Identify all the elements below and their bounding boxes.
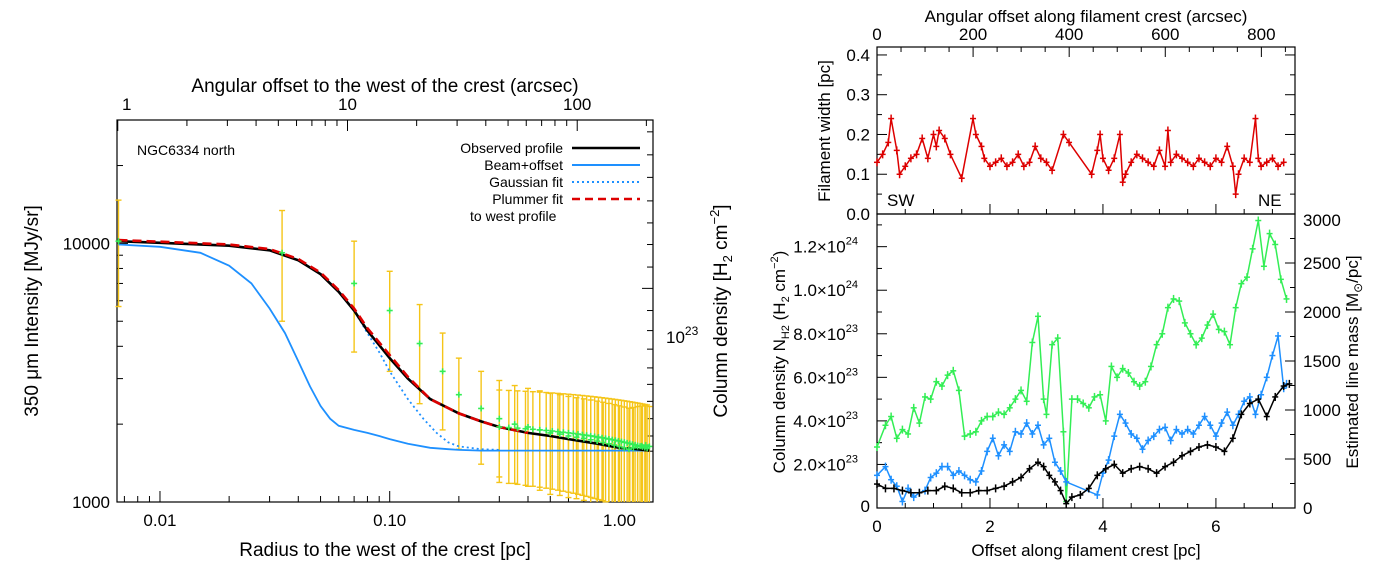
density-x-axis-label: Offset along filament crest [pc] xyxy=(971,541,1200,560)
density-panel: 2.0×1023 4.0×1023 6.0×1023 8.0×1023 1.0×1024… xyxy=(769,211,1365,560)
width-top-tick-label: 400 xyxy=(1055,25,1083,44)
width-axis-ticks: 0.0 0.1 0.2 0.3 0.40 200 400 600 800 xyxy=(846,25,1295,224)
left-top-tick-label: 10 xyxy=(338,95,357,114)
left-error-bars xyxy=(115,199,653,503)
left-y-tick-label: 1000 xyxy=(72,493,110,512)
legend-label-beam: Beam+offset xyxy=(484,157,563,173)
legend-label-west: to west profile xyxy=(470,208,557,224)
left-plot-frame xyxy=(116,119,654,503)
width-y-tick-label: 0.1 xyxy=(846,165,870,184)
legend-label-plummer: Plummer fit xyxy=(492,191,563,207)
density-y2-tick-label: 1000 xyxy=(1303,401,1341,420)
label-sw: SW xyxy=(887,191,914,210)
density-axis-ticks: 2.0×1023 4.0×1023 6.0×1023 8.0×1023 1.0×1024… xyxy=(793,211,1341,536)
density-y-tick-label: 1.2×1024 xyxy=(793,236,858,257)
density-line xyxy=(876,383,1290,505)
left-x-tick-label: 1.00 xyxy=(603,511,636,530)
left-y2-axis-label: Column density [H2 cm−2] xyxy=(707,204,735,417)
density-y2-tick-label: 1500 xyxy=(1303,352,1341,371)
density-x-tick-label: 0 xyxy=(872,517,881,536)
width-top-tick-label: 0 xyxy=(872,25,881,44)
density-x-tick-label: 2 xyxy=(985,517,994,536)
series-line xyxy=(118,243,650,452)
density-y2-tick-label: 500 xyxy=(1303,450,1331,469)
left-x-tick-label: 0.01 xyxy=(143,511,176,530)
density-y-tick-label: 4.0×1023 xyxy=(793,410,858,431)
legend-label-observed: Observed profile xyxy=(460,140,563,156)
left-x-tick-label: 0.10 xyxy=(373,511,406,530)
density-y-tick-label: 1.0×1024 xyxy=(793,279,858,300)
legend: Observed profile Beam+offset Gaussian fi… xyxy=(460,140,640,224)
density-x-tick-label: 6 xyxy=(1211,517,1220,536)
density-y-tick-label: 0 xyxy=(861,497,870,516)
left-y-tick-label: 10000 xyxy=(63,234,110,253)
density-y2-tick-label: 3000 xyxy=(1303,211,1341,230)
width-y-tick-label: 0.0 xyxy=(846,205,870,224)
density-y-axis-label: Column density NH2 (H2 cm−2) xyxy=(769,251,792,474)
left-series xyxy=(118,238,650,452)
left-y-axis-label: 350 μm Intensity [MJy/sr] xyxy=(22,205,43,417)
density-y-tick-label: 6.0×1023 xyxy=(793,366,858,387)
density-y2-axis-label: Estimated line mass [M⊙/pc] xyxy=(1343,255,1365,468)
density-y2-tick-label: 2000 xyxy=(1303,303,1341,322)
width-series xyxy=(874,114,1287,199)
width-top-tick-label: 800 xyxy=(1247,25,1275,44)
density-y-tick-label: 2.0×1023 xyxy=(793,453,858,474)
width-panel: 0.0 0.1 0.2 0.3 0.40 200 400 600 800 Filament wi… xyxy=(815,7,1296,224)
series-line xyxy=(118,239,650,452)
width-top-tick-label: 600 xyxy=(1151,25,1179,44)
left-top-axis-label: Angular offset to the west of the crest … xyxy=(191,76,578,97)
width-y-tick-label: 0.2 xyxy=(846,125,870,144)
density-y-tick-label: 8.0×1023 xyxy=(793,323,858,344)
width-y-axis-label: Filament width [pc] xyxy=(815,60,834,202)
left-markers xyxy=(115,238,653,453)
density-y2-tick-label: 0 xyxy=(1303,499,1312,518)
left-annotation: NGC6334 north xyxy=(137,142,235,158)
left-x-axis-label: Radius to the west of the crest [pc] xyxy=(239,540,530,561)
density-series xyxy=(874,216,1293,508)
density-line xyxy=(876,335,1288,504)
width-y-tick-label: 0.3 xyxy=(846,86,870,105)
width-top-axis-label: Angular offset along filament crest (arc… xyxy=(925,7,1248,26)
left-axis-ticks: 0.01 0.10 1.00 1 10 100 1000 10000 xyxy=(63,95,653,530)
width-top-tick-label: 200 xyxy=(959,25,987,44)
left-top-tick-label: 1 xyxy=(122,95,131,114)
density-line xyxy=(876,220,1288,502)
density-x-tick-label: 4 xyxy=(1098,517,1107,536)
legend-label-gaussian: Gaussian fit xyxy=(489,174,563,190)
series-line xyxy=(118,238,529,435)
label-ne: NE xyxy=(1258,191,1282,210)
width-y-tick-label: 0.4 xyxy=(846,46,870,65)
density-y2-tick-label: 2500 xyxy=(1303,254,1341,273)
left-top-tick-label: 100 xyxy=(563,95,591,114)
density-plot-frame xyxy=(876,213,1296,509)
left-panel: 0.01 0.10 1.00 1 10 100 1000 10000 NGC6334 nort… xyxy=(22,76,735,561)
left-y2-tick-label: 1023 xyxy=(666,324,699,347)
